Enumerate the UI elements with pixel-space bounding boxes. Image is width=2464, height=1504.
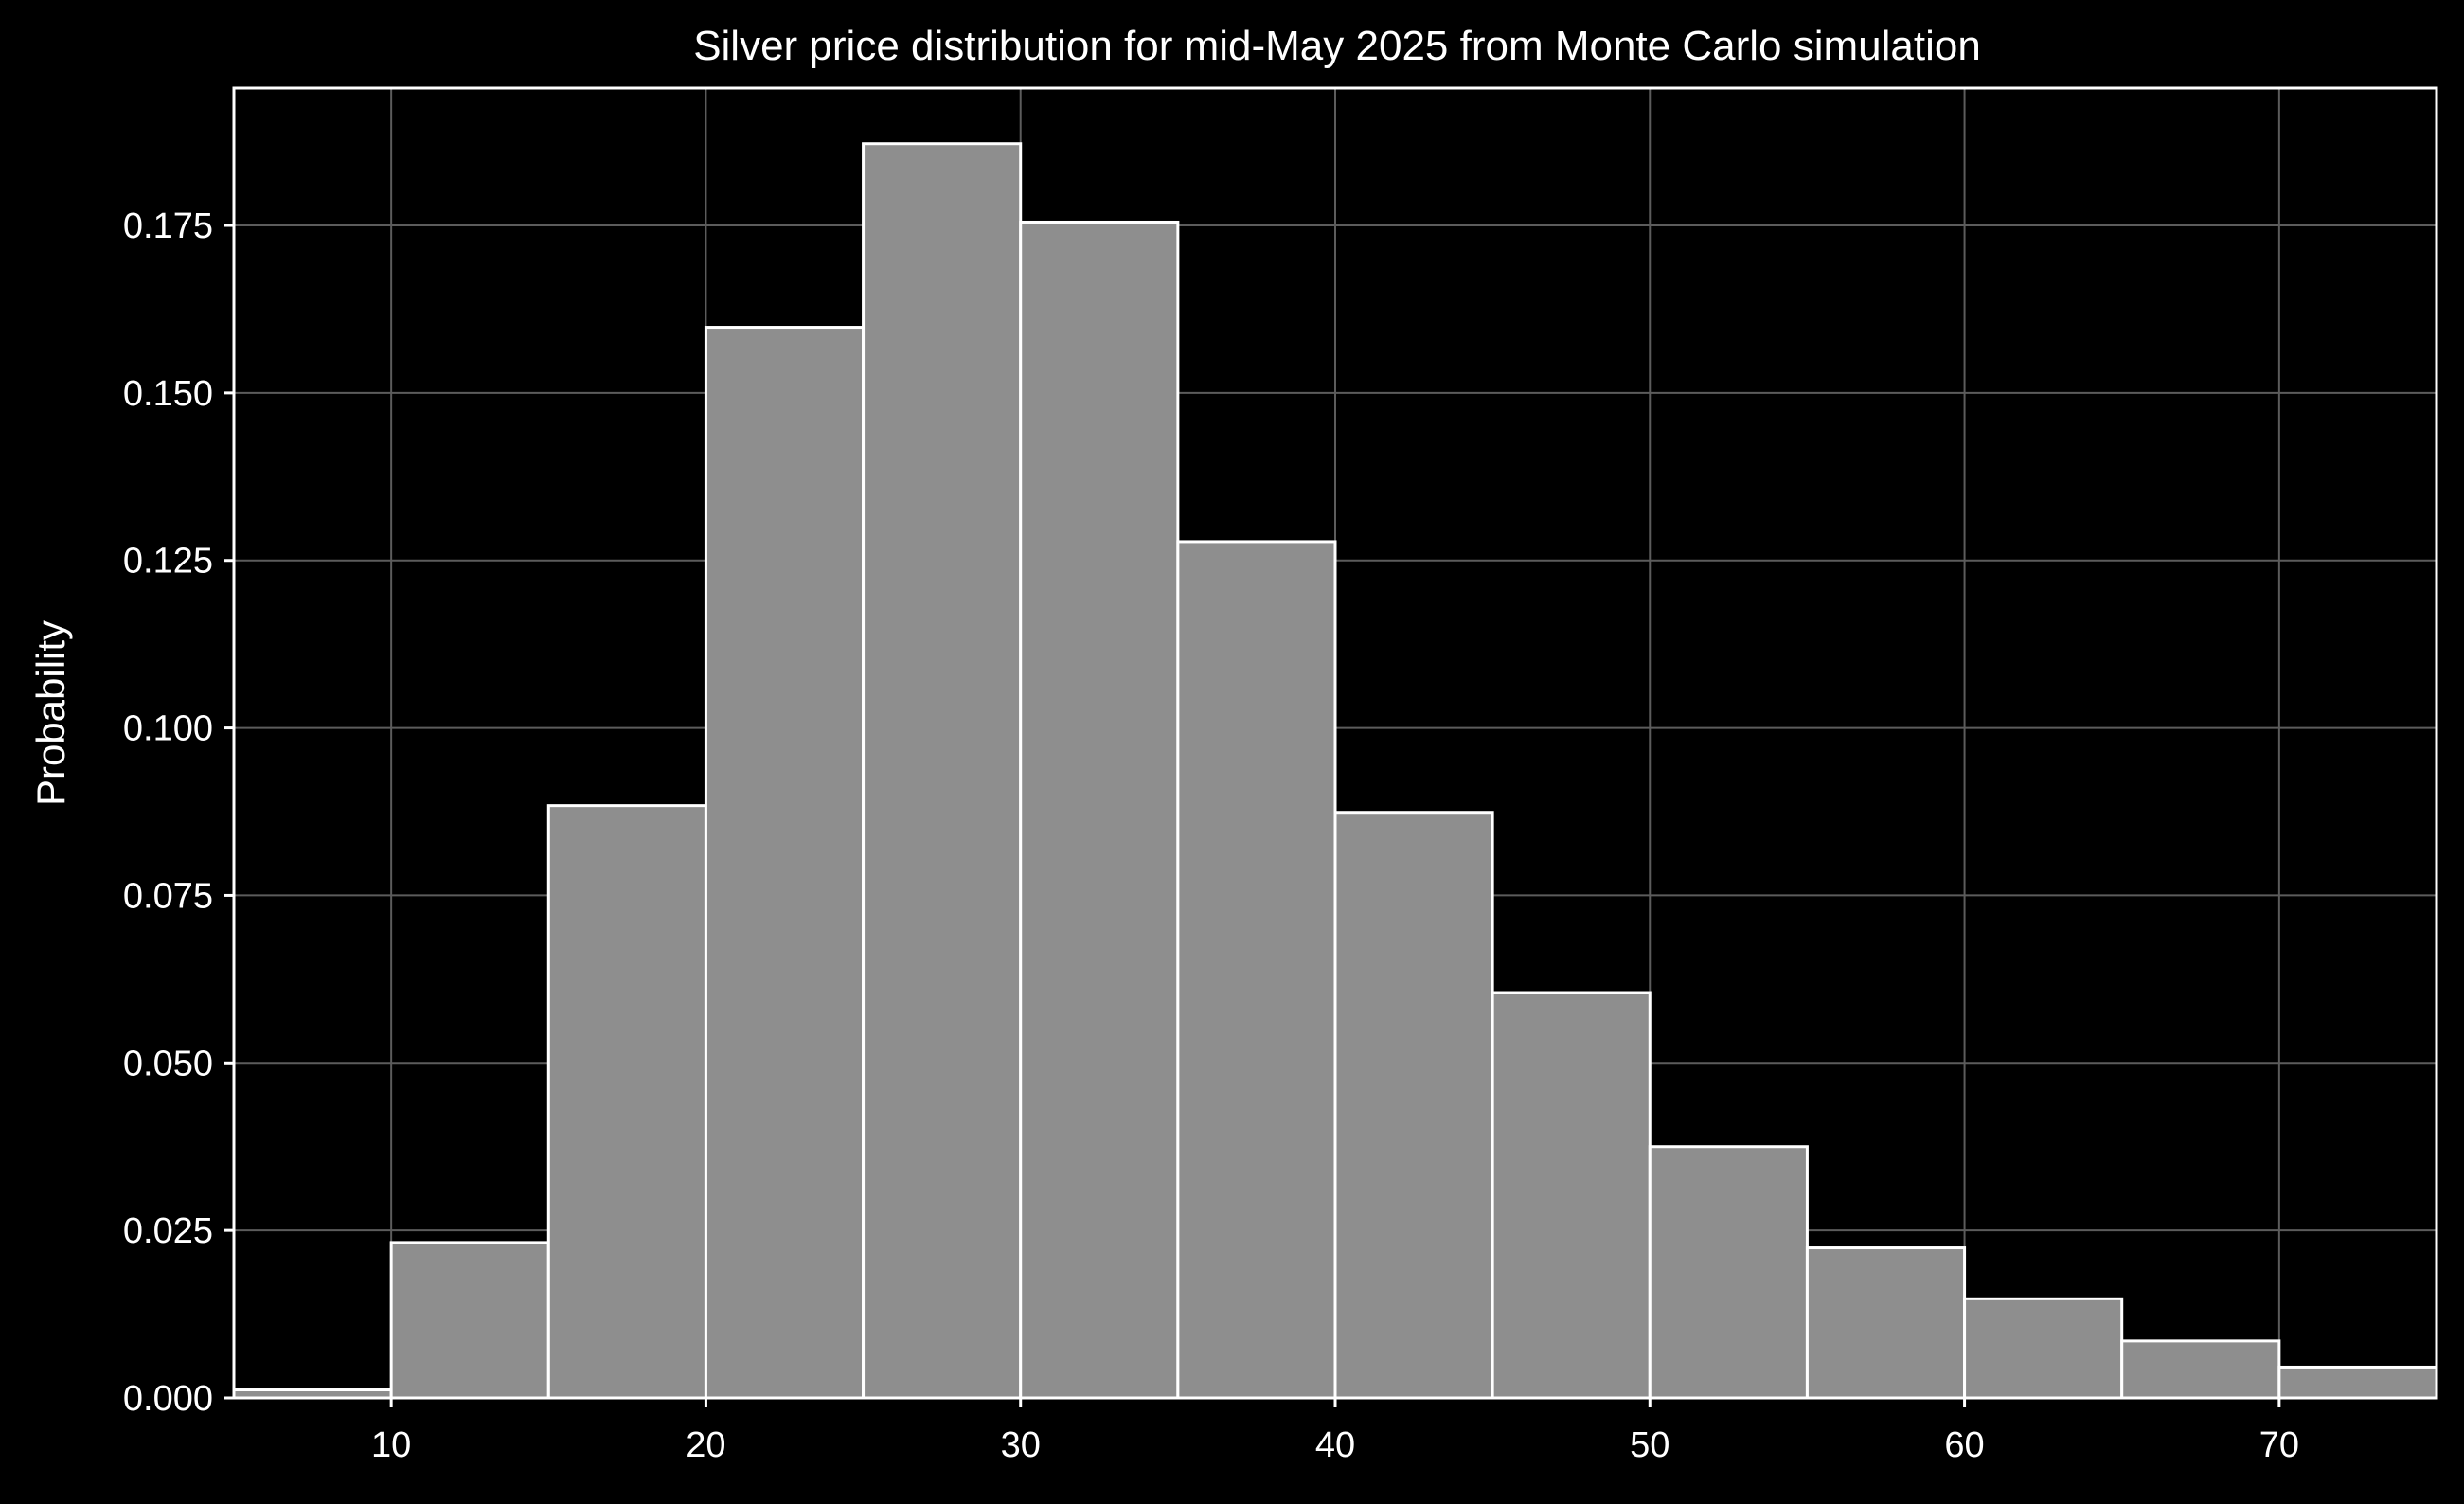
y-tick-label: 0.075: [123, 876, 213, 916]
y-tick-label: 0.150: [123, 374, 213, 414]
y-tick-label: 0.175: [123, 206, 213, 246]
x-tick-label: 60: [1944, 1425, 1984, 1465]
y-tick-label: 0.000: [123, 1379, 213, 1419]
histogram-bar: [1176, 540, 1337, 1400]
histogram-bar: [1333, 811, 1494, 1400]
y-tick-label: 0.025: [123, 1211, 213, 1251]
y-tick-label: 0.050: [123, 1044, 213, 1083]
x-tick-label: 20: [686, 1425, 725, 1465]
ticks-layer: 10 20 30 40 50 60 70 0.000 0.025 0.050 0.075 0.100 0…: [123, 206, 2299, 1465]
histogram-bar: [862, 142, 1023, 1400]
histogram-bar: [704, 326, 866, 1400]
x-tick-label: 40: [1315, 1425, 1355, 1465]
histogram-bar: [1491, 991, 1652, 1400]
x-tick-label: 30: [1001, 1425, 1041, 1465]
x-tick-label: 70: [2259, 1425, 2299, 1465]
bars-layer: [232, 142, 2438, 1400]
y-tick-label: 0.125: [123, 542, 213, 582]
histogram-bar: [546, 804, 707, 1400]
histogram-bar: [1648, 1145, 1809, 1400]
chart-title: Silver price distribution for mid-May 20…: [693, 23, 1981, 69]
histogram-bar: [1805, 1246, 1967, 1400]
histogram-bar: [1019, 220, 1180, 1400]
histogram-bar: [2120, 1339, 2281, 1400]
x-tick-label: 10: [371, 1425, 411, 1465]
histogram-bar: [1963, 1297, 2124, 1400]
y-tick-label: 0.100: [123, 709, 213, 749]
x-tick-label: 50: [1630, 1425, 1669, 1465]
y-axis-label: Probability: [28, 620, 73, 806]
histogram-bar: [389, 1241, 550, 1400]
histogram-bar: [2277, 1365, 2438, 1400]
